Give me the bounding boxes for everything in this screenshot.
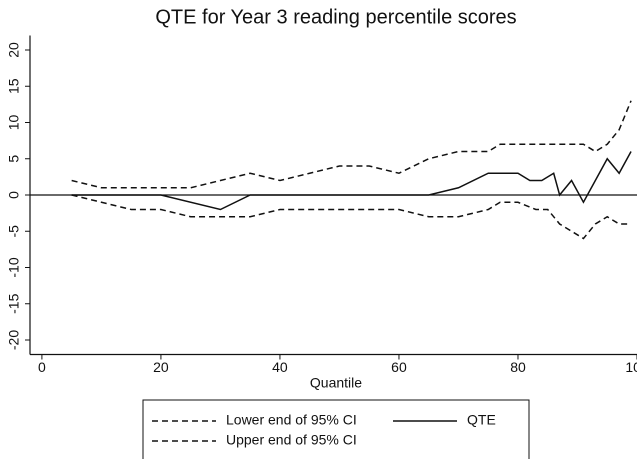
y-tick-label: -20 bbox=[6, 330, 22, 350]
y-tick-label: 15 bbox=[6, 78, 22, 94]
y-tick-label: 20 bbox=[6, 42, 22, 58]
x-axis-title: Quantile bbox=[310, 375, 362, 391]
x-tick-label: 100 bbox=[625, 359, 637, 375]
series-line bbox=[71, 100, 632, 189]
legend-label: Upper end of 95% CI bbox=[226, 432, 357, 448]
x-tick-label: 40 bbox=[272, 359, 288, 375]
y-tick-label: 0 bbox=[6, 191, 22, 199]
y-tick-label: 10 bbox=[6, 115, 22, 131]
y-tick-label: -15 bbox=[6, 293, 22, 313]
series-line bbox=[71, 151, 632, 211]
chart-title: QTE for Year 3 reading percentile scores bbox=[155, 6, 516, 28]
legend-label: Lower end of 95% CI bbox=[226, 412, 357, 428]
legend: Lower end of 95% CI QTE Upper end of 95% C… bbox=[142, 399, 530, 459]
y-tick-label: -10 bbox=[6, 257, 22, 277]
y-tick-label: -5 bbox=[6, 225, 22, 238]
x-tick-label: 60 bbox=[391, 359, 407, 375]
x-tick-label: 0 bbox=[38, 359, 46, 375]
y-tick-label: 5 bbox=[6, 155, 22, 163]
x-tick-label: 20 bbox=[153, 359, 169, 375]
legend-label: QTE bbox=[467, 412, 496, 428]
series-line bbox=[71, 194, 632, 240]
legend-box bbox=[142, 399, 530, 459]
x-tick-label: 80 bbox=[510, 359, 526, 375]
